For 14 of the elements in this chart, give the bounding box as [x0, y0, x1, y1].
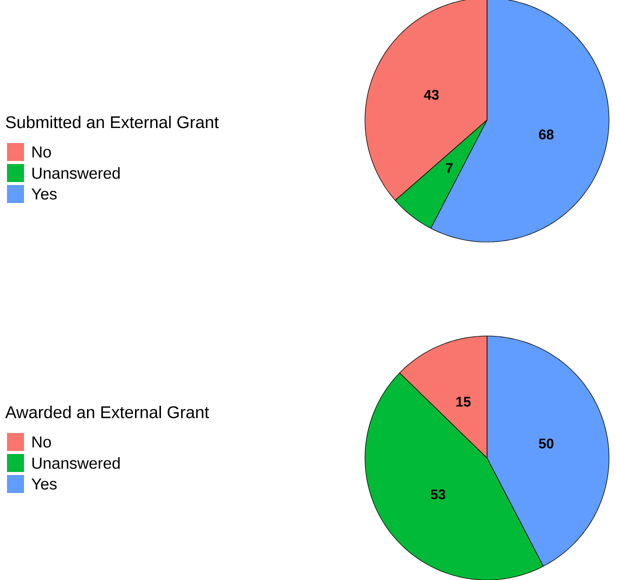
legend-label: Unanswered [32, 457, 120, 469]
legend-label: No [32, 436, 51, 448]
legend-title: Submitted an External Grant [6, 116, 219, 128]
data-label: 43 [424, 90, 439, 100]
legend-label: No [32, 146, 51, 158]
legend-title: Awarded an External Grant [5, 406, 210, 418]
data-label: 7 [446, 163, 453, 173]
data-label: 15 [456, 396, 471, 407]
data-label: 53 [430, 489, 446, 500]
legend-label: Yes [32, 478, 57, 490]
legend-label: Unanswered [32, 167, 120, 179]
legend-label: Yes [32, 188, 57, 200]
data-label: 68 [539, 130, 554, 140]
data-label: 50 [538, 438, 554, 448]
